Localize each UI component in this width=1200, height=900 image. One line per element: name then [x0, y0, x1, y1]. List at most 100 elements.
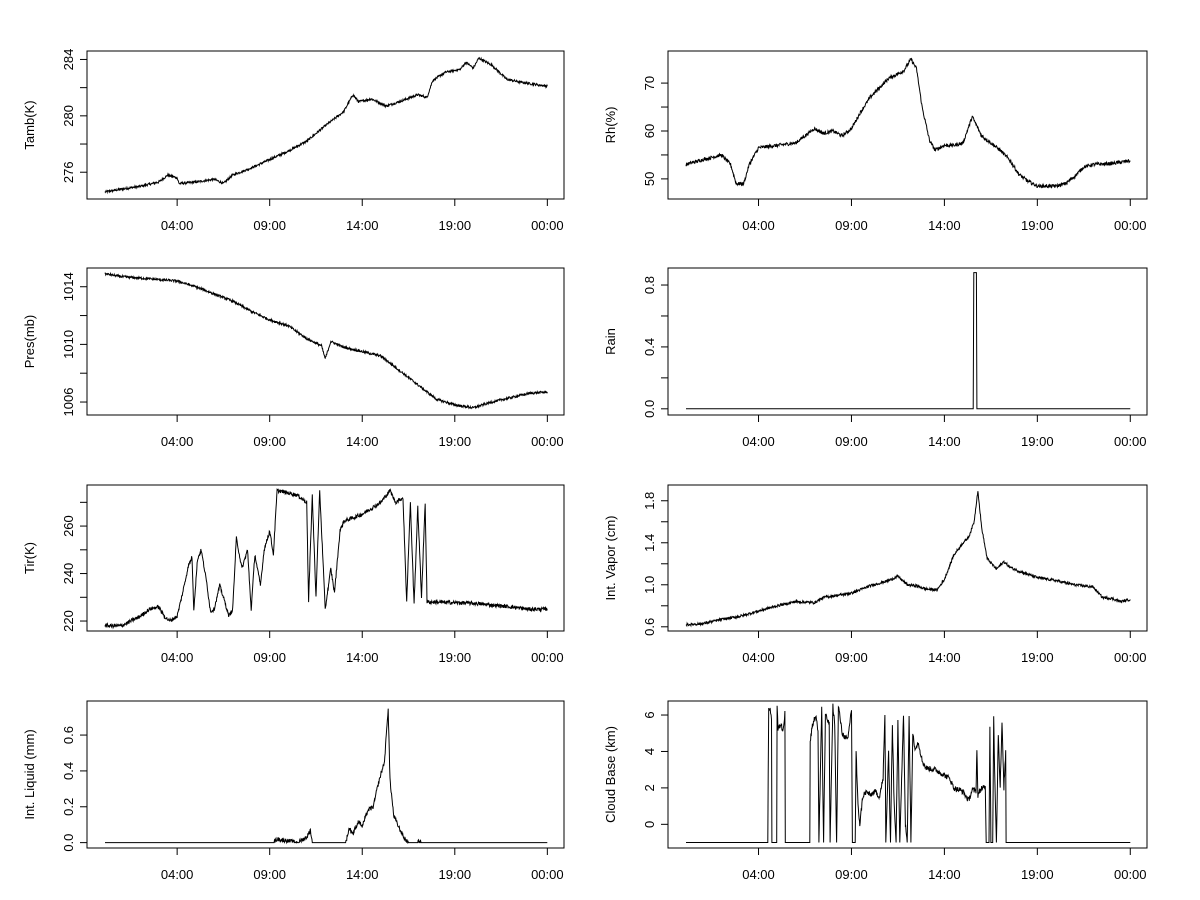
- y-tick-label: 220: [61, 610, 76, 632]
- x-tick-label: 00:00: [531, 218, 564, 233]
- series-line-pres: [104, 271, 548, 410]
- x-tick-label: 14:00: [928, 434, 961, 449]
- y-axis-title: Cloud Base (km): [603, 726, 618, 823]
- y-tick-label: 276: [61, 161, 76, 183]
- panel-tir: 220 240 260 Tir(K) 04:00 09:00 14:00 19:00 00:00: [22, 484, 565, 665]
- x-tick-label: 00:00: [531, 650, 564, 665]
- y-tick-label: 50: [642, 172, 657, 186]
- y-tick-label: 1.4: [642, 534, 657, 552]
- series-line-liquid: [105, 708, 548, 845]
- y-tick-label: 4: [642, 748, 657, 755]
- x-tick-label: 04:00: [161, 650, 194, 665]
- series-line-rh: [685, 57, 1131, 189]
- y-tick-label: 6: [642, 711, 657, 718]
- x-tick-label: 04:00: [742, 650, 775, 665]
- y-axis-title: Tir(K): [22, 542, 37, 574]
- panel-liquid: 0.0 0.2 0.4 0.6 Int. Liquid (mm) 04:00 09:00 14…: [22, 700, 565, 882]
- y-tick-label: 240: [61, 563, 76, 585]
- y-tick-label: 0.6: [61, 726, 76, 744]
- x-tick-label: 04:00: [742, 218, 775, 233]
- x-tick-label: 00:00: [1114, 218, 1147, 233]
- y-tick-label: 0: [642, 821, 657, 828]
- y-tick-label: 0.0: [642, 400, 657, 418]
- panel-rh: 50 60 70 Rh(%) 04:00 09:00 14:00 19:00 00:00: [603, 50, 1148, 233]
- series-line-tamb: [104, 56, 548, 195]
- x-tick-label: 14:00: [928, 218, 961, 233]
- x-tick-label: 09:00: [253, 434, 286, 449]
- plot-frame: [86, 700, 565, 849]
- y-tick-label: 2: [642, 784, 657, 791]
- x-tick-label: 09:00: [835, 434, 868, 449]
- x-tick-label: 19:00: [439, 434, 472, 449]
- x-tick-label: 14:00: [346, 218, 379, 233]
- x-tick-label: 19:00: [439, 218, 472, 233]
- y-tick-label: 1010: [61, 330, 76, 359]
- x-tick-label: 19:00: [439, 650, 472, 665]
- series-line-tir: [104, 488, 548, 630]
- plot-frame: [667, 267, 1148, 416]
- x-tick-label: 09:00: [835, 218, 868, 233]
- x-tick-label: 00:00: [1114, 867, 1147, 882]
- y-tick-label: 284: [61, 49, 76, 71]
- x-tick-label: 04:00: [742, 434, 775, 449]
- x-tick-label: 00:00: [531, 434, 564, 449]
- y-tick-label: 70: [642, 76, 657, 90]
- x-tick-label: 00:00: [531, 867, 564, 882]
- panel-vapor: 0.6 1.0 1.4 1.8 Int. Vapor (cm) 04:00 09:00 14:…: [603, 484, 1148, 665]
- x-tick-label: 14:00: [346, 867, 379, 882]
- x-tick-label: 19:00: [439, 867, 472, 882]
- y-tick-label: 0.4: [61, 762, 76, 780]
- x-tick-label: 09:00: [835, 650, 868, 665]
- panel-tamb: 276 280 284 Tamb(K) 04:00 09:00 14:00 19:00 00:0…: [22, 49, 565, 233]
- series-line-cloud: [686, 703, 1131, 843]
- x-tick-label: 00:00: [1114, 434, 1147, 449]
- x-tick-label: 09:00: [835, 867, 868, 882]
- x-tick-label: 04:00: [742, 867, 775, 882]
- plot-frame: [86, 267, 565, 416]
- y-tick-label: 0.0: [61, 834, 76, 852]
- x-tick-label: 04:00: [161, 218, 194, 233]
- x-tick-label: 19:00: [1021, 650, 1054, 665]
- y-tick-label: 1.0: [642, 576, 657, 594]
- x-tick-label: 09:00: [253, 867, 286, 882]
- y-tick-label: 0.6: [642, 618, 657, 636]
- plot-frame: [667, 50, 1148, 200]
- panel-cloud: 0 2 4 6 Cloud Base (km) 04:00 09:00 14:00 19:00 0…: [603, 700, 1148, 882]
- y-tick-label: 0.4: [642, 338, 657, 356]
- panel-pres: 1006 1010 1014 Pres(mb) 04:00 09:00 14:00 19:00…: [22, 267, 565, 449]
- plot-frame: [86, 484, 565, 632]
- x-tick-label: 04:00: [161, 434, 194, 449]
- y-tick-label: 1014: [61, 272, 76, 301]
- panel-rain: 0.0 0.4 0.8 Rain 04:00 09:00 14:00 19:00 00:00: [603, 267, 1148, 449]
- y-tick-label: 1.8: [642, 492, 657, 510]
- x-tick-label: 09:00: [253, 650, 286, 665]
- y-tick-label: 280: [61, 105, 76, 127]
- x-tick-label: 09:00: [253, 218, 286, 233]
- y-tick-label: 1006: [61, 388, 76, 417]
- y-axis-title: Rain: [603, 328, 618, 355]
- y-axis-title: Pres(mb): [22, 315, 37, 368]
- x-tick-label: 19:00: [1021, 218, 1054, 233]
- y-tick-label: 0.2: [61, 798, 76, 816]
- plot-frame: [667, 700, 1148, 849]
- x-tick-label: 14:00: [346, 434, 379, 449]
- x-tick-label: 14:00: [928, 650, 961, 665]
- y-axis-title: Int. Vapor (cm): [603, 515, 618, 600]
- x-tick-label: 19:00: [1021, 867, 1054, 882]
- y-axis-title: Rh(%): [603, 107, 618, 144]
- y-tick-label: 0.8: [642, 276, 657, 294]
- y-tick-label: 60: [642, 124, 657, 138]
- y-axis-title: Int. Liquid (mm): [22, 729, 37, 819]
- y-axis-title: Tamb(K): [22, 100, 37, 149]
- plot-frame: [667, 484, 1148, 632]
- y-tick-label: 260: [61, 515, 76, 537]
- x-tick-label: 00:00: [1114, 650, 1147, 665]
- x-tick-label: 14:00: [928, 867, 961, 882]
- series-line-vapor: [685, 491, 1131, 628]
- series-line-rain: [686, 272, 1131, 410]
- x-tick-label: 14:00: [346, 650, 379, 665]
- x-tick-label: 04:00: [161, 867, 194, 882]
- x-tick-label: 19:00: [1021, 434, 1054, 449]
- plot-frame: [86, 50, 565, 200]
